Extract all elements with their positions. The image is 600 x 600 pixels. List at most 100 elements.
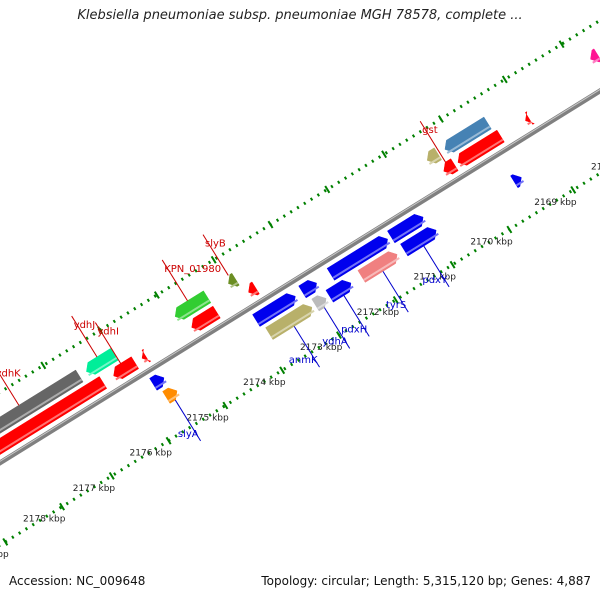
gene-label-leader (323, 307, 351, 349)
major-tick (437, 115, 444, 123)
major-tick (336, 331, 342, 340)
gene-label-leader (174, 399, 202, 442)
gene-feature[interactable] (357, 251, 398, 283)
major-tick (392, 295, 399, 304)
gene-highlight (250, 290, 259, 297)
gene-label-leader (202, 234, 229, 276)
tick-label: 2175 kbp (186, 413, 229, 423)
tick-label: 2173 kbp (300, 343, 343, 353)
gene-highlight (0, 385, 106, 453)
major-tick (381, 150, 388, 159)
gene-label[interactable]: KPN_01980 (164, 264, 221, 275)
gene-highlight (428, 156, 441, 165)
topology-summary: Topology: circular; Length: 5,315,120 bp… (261, 574, 591, 588)
major-tick (153, 291, 160, 299)
major-tick (279, 366, 286, 375)
major-tick (165, 436, 172, 445)
gene-feature[interactable] (265, 304, 313, 340)
gene-highlight (331, 285, 354, 301)
gene-label-leader (94, 322, 122, 364)
major-tick (40, 361, 47, 370)
gene-highlight (154, 380, 167, 389)
gene-label[interactable]: ydhA (322, 336, 348, 347)
backbone-layer (0, 88, 600, 466)
gene-highlight (363, 257, 400, 281)
gene-highlight (230, 281, 239, 289)
major-tick (570, 185, 577, 194)
major-tick (267, 220, 274, 229)
backbone-line (0, 88, 600, 466)
tick-label: 2177 kbp (73, 484, 116, 494)
genes-layer (0, 48, 600, 455)
gene-label-leader (161, 259, 188, 302)
gene-highlight (167, 393, 180, 402)
gene-feature[interactable] (510, 174, 522, 189)
gene-feature[interactable] (387, 214, 424, 244)
gene-highlight (143, 358, 149, 363)
gene-feature[interactable] (400, 227, 437, 257)
gene-highlight (459, 138, 504, 167)
gene-feature[interactable] (298, 280, 317, 299)
gene-highlight (515, 180, 525, 187)
gene-label[interactable]: ydhI (97, 327, 119, 338)
gene-label-leader (382, 271, 409, 313)
gene-highlight (592, 57, 600, 64)
tick-label: 2179 kbp (0, 550, 9, 560)
tick-label: 2178 kbp (23, 515, 66, 525)
gene-feature[interactable] (326, 236, 388, 281)
gene-label[interactable]: pdxH (341, 324, 367, 335)
gene-highlight (527, 121, 532, 126)
tick-label: 2169 kbp (534, 198, 577, 208)
gene-highlight (0, 378, 83, 432)
major-tick (506, 225, 513, 234)
inner-tick-track (0, 18, 600, 394)
tick-label: 2170 kbp (470, 237, 513, 247)
major-tick (501, 75, 508, 84)
tick-label: 2176 kbp (130, 449, 173, 459)
gene-label[interactable]: anmK (289, 355, 318, 366)
gene-highlight (392, 219, 426, 242)
major-tick (108, 471, 115, 480)
gene-label[interactable]: pdxY (422, 275, 448, 286)
gene-highlight (270, 309, 315, 339)
gene-label[interactable]: ydhJ (74, 320, 96, 331)
gene-label[interactable]: slyA (178, 429, 199, 440)
gene-label-leader (419, 120, 446, 163)
tick-label: 2168 kbp (591, 163, 600, 173)
outer-tick-track (0, 171, 600, 547)
gene-highlight (304, 285, 320, 297)
gene-label[interactable]: ydhK (0, 368, 21, 379)
gene-feature[interactable] (149, 374, 165, 391)
gene-label[interactable]: gst (422, 125, 438, 136)
major-tick (558, 40, 565, 49)
gene-label[interactable]: slyB (205, 239, 226, 250)
gene-label[interactable]: tyrS (386, 300, 406, 311)
gene-feature[interactable] (325, 279, 352, 303)
major-tick (222, 401, 229, 410)
gene-highlight (317, 301, 329, 310)
gene-highlight (176, 299, 210, 322)
gene-highlight (332, 241, 391, 279)
tick-label: 2172 kbp (357, 308, 400, 318)
gene-highlight (405, 232, 439, 255)
gene-highlight (115, 365, 138, 381)
gene-feature[interactable] (252, 293, 296, 327)
gene-highlight (88, 356, 118, 377)
gene-highlight (445, 167, 458, 176)
map-title: Klebsiella pneumoniae subsp. pneumoniae … (77, 8, 523, 23)
major-tick (210, 255, 217, 264)
gene-highlight (193, 314, 220, 332)
major-tick (324, 185, 331, 194)
gene-feature[interactable] (162, 387, 178, 404)
gene-highlight (257, 299, 299, 325)
gene-label-leader (71, 315, 98, 358)
gene-label-leader (343, 295, 370, 337)
major-tick (449, 260, 456, 269)
major-tick (2, 537, 9, 546)
gene-feature[interactable] (311, 295, 327, 312)
gene-label-leader (423, 245, 450, 288)
tick-label: 2174 kbp (243, 378, 286, 388)
